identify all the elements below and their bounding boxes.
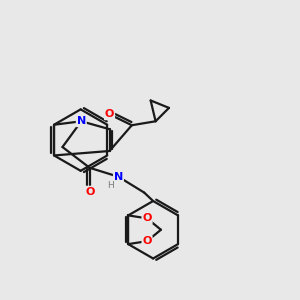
Text: H: H	[107, 181, 113, 190]
Text: O: O	[105, 109, 114, 119]
Text: O: O	[85, 187, 94, 196]
Text: N: N	[114, 172, 123, 182]
Text: O: O	[142, 236, 152, 246]
Text: O: O	[142, 213, 152, 224]
Text: N: N	[77, 116, 86, 126]
